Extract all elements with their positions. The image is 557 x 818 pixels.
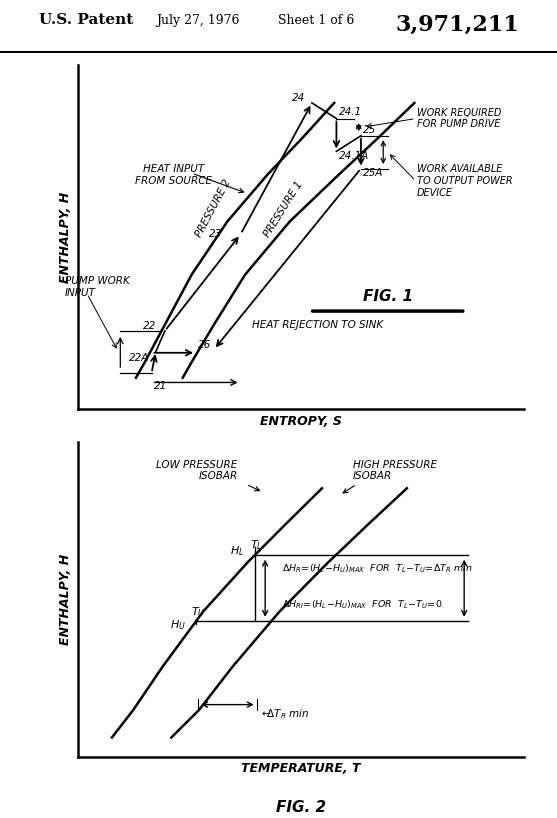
X-axis label: TEMPERATURE, T: TEMPERATURE, T (241, 762, 360, 775)
Text: $H_L$: $H_L$ (229, 544, 244, 558)
Text: 25: 25 (363, 124, 377, 135)
Text: U.S. Patent: U.S. Patent (39, 13, 133, 27)
Text: July 27, 1976: July 27, 1976 (156, 14, 240, 27)
Text: 24.1A: 24.1A (339, 151, 369, 161)
Text: LOW PRESSURE
ISOBAR: LOW PRESSURE ISOBAR (157, 460, 238, 482)
Text: 21: 21 (154, 380, 167, 391)
Text: 25A: 25A (363, 169, 384, 178)
Text: PRESSURE 1: PRESSURE 1 (262, 179, 304, 239)
Text: 22: 22 (143, 321, 156, 331)
Text: HIGH PRESSURE
ISOBAR: HIGH PRESSURE ISOBAR (353, 460, 437, 482)
Text: $T_U$: $T_U$ (191, 605, 206, 619)
Text: HEAT INPUT
FROM SOURCE: HEAT INPUT FROM SOURCE (135, 164, 212, 186)
Text: $\leftarrow\!\!\!\Delta T_R$ min: $\leftarrow\!\!\!\Delta T_R$ min (259, 707, 310, 721)
Text: $T_L$: $T_L$ (250, 538, 263, 552)
X-axis label: ENTROPY, S: ENTROPY, S (260, 415, 341, 428)
Text: PRESSURE 2: PRESSURE 2 (194, 178, 233, 239)
Text: 3,971,211: 3,971,211 (395, 14, 519, 36)
Text: 22A: 22A (129, 353, 150, 362)
Text: WORK REQUIRED
FOR PUMP DRIVE: WORK REQUIRED FOR PUMP DRIVE (417, 108, 501, 129)
Y-axis label: ENTHALPY, H: ENTHALPY, H (60, 191, 72, 283)
Y-axis label: ENTHALPY, H: ENTHALPY, H (60, 554, 72, 645)
Text: 23: 23 (209, 229, 223, 239)
Text: 26: 26 (198, 340, 212, 350)
Text: FIG. 2: FIG. 2 (276, 800, 326, 815)
Text: $\Delta H_R\!=\!(H_L\!-\!H_U)_{MAX}$  FOR  $T_L\!-\!T_U\!=\!\Delta T_R$ min: $\Delta H_R\!=\!(H_L\!-\!H_U)_{MAX}$ FOR… (282, 563, 473, 575)
Text: WORK AVAILABLE
TO OUTPUT POWER
DEVICE: WORK AVAILABLE TO OUTPUT POWER DEVICE (417, 164, 512, 198)
Text: $\Delta H_{RI}\!=\!(H_L\!-\!H_U)_{MAX}$  FOR  $T_L\!-\!T_U\!=\!0$: $\Delta H_{RI}\!=\!(H_L\!-\!H_U)_{MAX}$ … (282, 599, 443, 611)
Text: 24: 24 (292, 93, 305, 103)
Text: $H_U$: $H_U$ (170, 618, 185, 631)
Text: Sheet 1 of 6: Sheet 1 of 6 (278, 14, 355, 27)
Text: HEAT REJECTION TO SINK: HEAT REJECTION TO SINK (252, 320, 383, 330)
Text: FIG. 1: FIG. 1 (363, 289, 413, 303)
Text: 24.1: 24.1 (339, 107, 362, 118)
Text: PUMP WORK
INPUT: PUMP WORK INPUT (65, 276, 129, 298)
